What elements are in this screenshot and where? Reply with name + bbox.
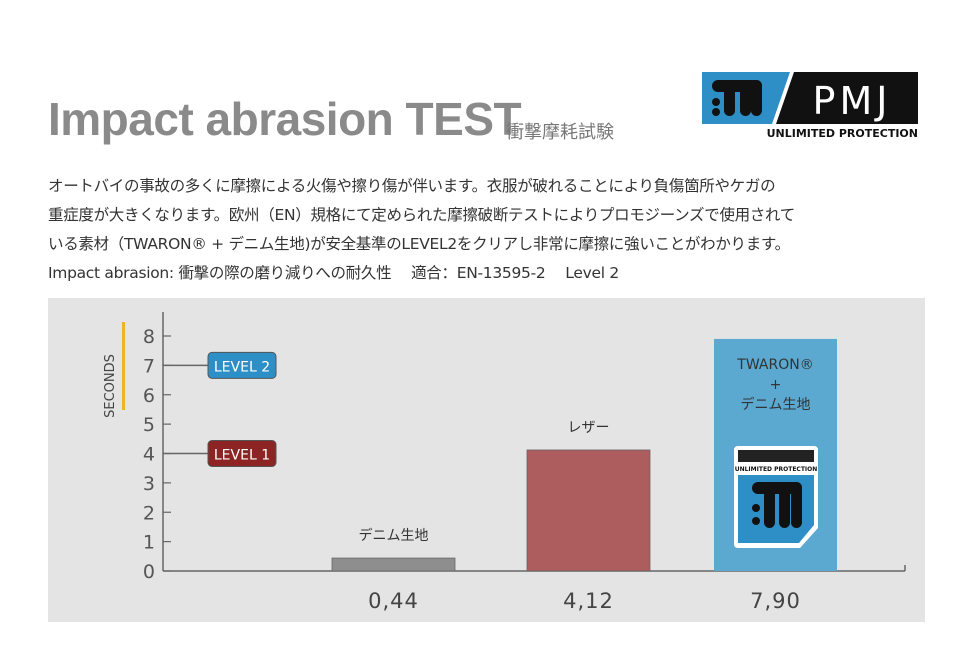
category-label: デニム生地	[359, 527, 429, 544]
description-line: 重症度が大きくなります。欧州（EN）規格にて定められた摩擦破断テストによりプロモ…	[48, 206, 795, 224]
page-subtitle: 衝撃摩耗試験	[506, 122, 614, 143]
reference-label: LEVEL 2	[214, 359, 270, 375]
description-line: いる素材（TWARON® + デニム生地)が安全基準のLEVEL2をクリアし非常…	[48, 235, 790, 253]
m-icon	[791, 482, 802, 528]
chart-panel: 0 1 2 3 4 5 6 7 8 SECONDS LEVEL 2 LEVEL 1 0,44 デニム生地 4…	[48, 298, 925, 622]
page-title: Impact abrasion TEST	[48, 93, 522, 145]
m-icon-dot	[752, 504, 760, 512]
y-tick-label: 3	[143, 473, 155, 495]
value-label: 7,90	[750, 589, 801, 613]
description: オートバイの事故の多くに摩擦による火傷や擦り傷が伴います。衣服が破れることにより…	[48, 172, 928, 288]
category-label: レザー	[568, 420, 610, 436]
y-axis-label-accent	[122, 322, 125, 410]
m-icon-dot	[752, 517, 760, 525]
y-tick-label: 4	[143, 444, 155, 466]
m-icon	[764, 482, 775, 528]
svg-text:PMJ: PMJ	[813, 79, 892, 123]
pmj-logo: PMJ UNLIMITED PROTECTION	[702, 72, 918, 140]
description-line: Impact abrasion: 衝撃の際の磨り減りへの耐久性 適合：EN-13…	[48, 264, 619, 282]
y-tick-label: 7	[143, 355, 155, 377]
description-line: オートバイの事故の多くに摩擦による火傷や擦り傷が伴います。衣服が破れることにより…	[48, 177, 776, 195]
badge-tagline: UNLIMITED PROTECTION	[735, 466, 818, 473]
bar-chart: 0 1 2 3 4 5 6 7 8 SECONDS LEVEL 2 LEVEL 1 0,44 デニム生地 4…	[103, 312, 906, 613]
value-label: 4,12	[563, 589, 614, 613]
category-label: +	[770, 377, 782, 393]
m-icon	[779, 482, 790, 528]
reference-label: LEVEL 1	[214, 448, 270, 464]
reference-badge	[207, 440, 277, 467]
y-tick-label: 2	[143, 502, 155, 524]
y-axis-label: SECONDS	[103, 354, 118, 418]
reference-badge	[207, 351, 277, 379]
badge-top	[738, 450, 814, 462]
y-tick-label: 5	[143, 414, 155, 436]
category-label: TWARON®	[736, 357, 813, 373]
bar	[331, 557, 456, 572]
y-tick-label: 1	[143, 532, 155, 554]
y-tick-label: 0	[143, 561, 155, 583]
svg-text:UNLIMITED PROTECTION: UNLIMITED PROTECTION	[767, 127, 918, 140]
value-label: 0,44	[368, 589, 419, 613]
category-label: デニム生地	[741, 396, 811, 413]
y-tick-label: 6	[143, 385, 155, 407]
y-tick-label: 8	[143, 326, 155, 348]
bar	[526, 449, 651, 572]
